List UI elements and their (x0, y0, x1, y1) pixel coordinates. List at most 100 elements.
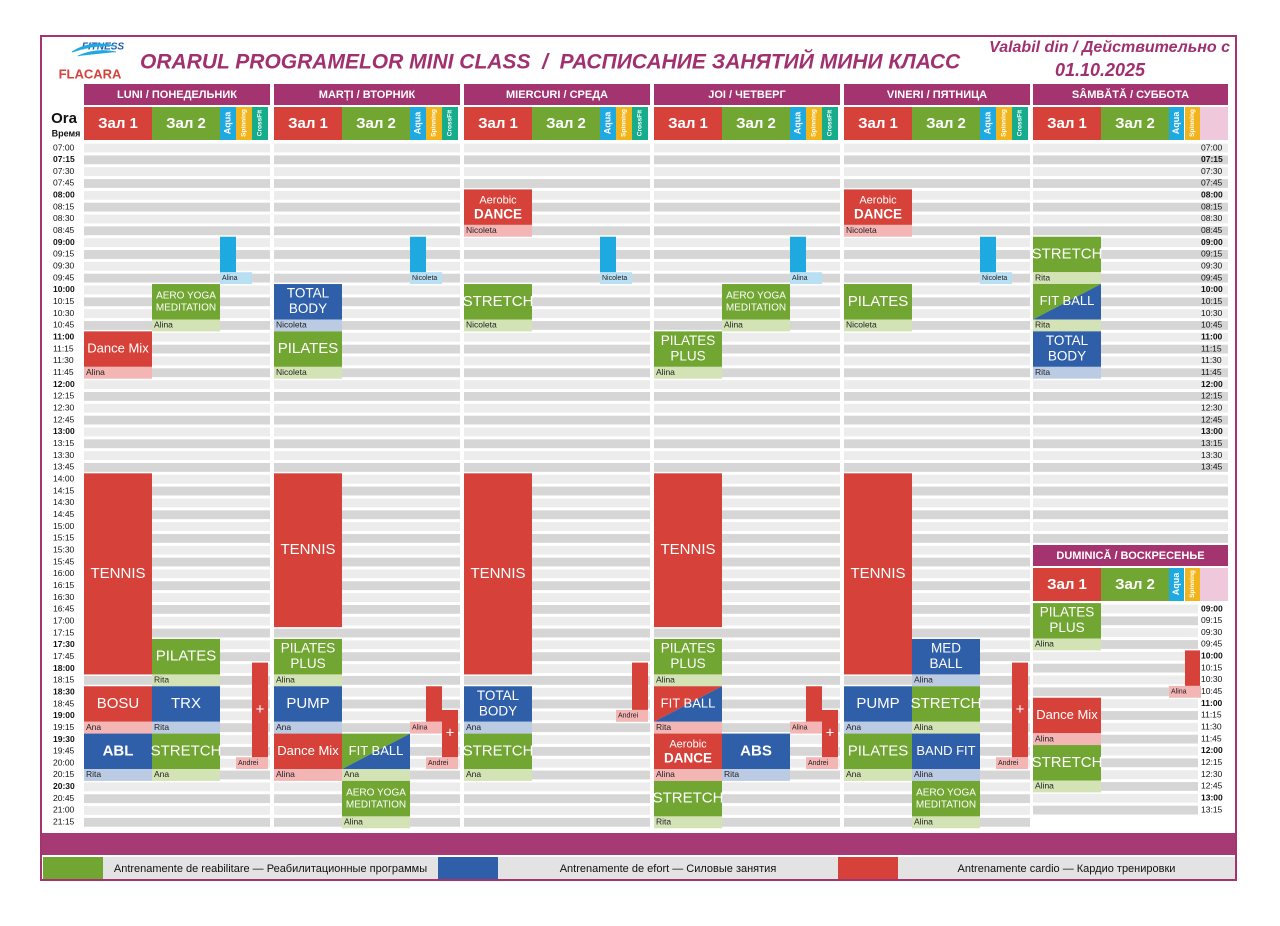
trainer-name: Nicoleta (846, 225, 877, 235)
time-label: 17:45 (53, 651, 75, 661)
row-stripe (844, 214, 1030, 224)
class-name: PILATES (1040, 605, 1095, 620)
class-block (1033, 603, 1101, 639)
row-stripe (844, 427, 1030, 437)
corner-sublabel: Время (52, 128, 81, 138)
class-name: Aerobic (479, 195, 517, 207)
row-stripe (1033, 533, 1228, 543)
trainer-name: Andrei (428, 760, 449, 767)
trainer-row (274, 319, 342, 332)
time-label: 09:30 (1201, 261, 1223, 271)
time-label: 12:30 (1201, 769, 1223, 779)
row-stripe (1033, 273, 1228, 283)
room-header (1101, 107, 1169, 140)
row-stripe (654, 261, 840, 271)
class-block (464, 189, 532, 225)
class-block (252, 662, 268, 758)
class-block (722, 284, 790, 320)
trainer-name: Alina (344, 817, 363, 827)
room-header (980, 107, 996, 140)
row-stripe (274, 581, 460, 591)
row-stripe (1033, 522, 1228, 531)
class-name: AERO YOGA (916, 787, 976, 798)
row-stripe (844, 238, 1030, 248)
time-label: 08:30 (53, 213, 75, 223)
row-stripe (274, 664, 460, 673)
trainer-row (1033, 733, 1101, 746)
day-name: MARȚI / ВТОРНИК (319, 89, 416, 101)
row-stripe (84, 439, 270, 449)
class-name: BODY (1048, 348, 1086, 363)
row-stripe (654, 368, 840, 378)
trainer-row (152, 721, 220, 734)
row-stripe (464, 179, 650, 188)
room-header (1169, 568, 1184, 601)
row-stripe (274, 640, 460, 650)
trainer-row (790, 272, 822, 285)
row-stripe (464, 616, 650, 626)
class-block (912, 780, 980, 817)
trainer-row (274, 366, 342, 379)
class-block (1012, 662, 1028, 758)
class-block (654, 638, 722, 675)
time-label: 12:15 (1201, 757, 1223, 767)
legend-bg (898, 857, 1235, 879)
row-stripe (844, 557, 1030, 567)
class-block (822, 709, 838, 758)
room-header (822, 107, 838, 140)
time-label: 10:30 (53, 308, 75, 318)
row-stripe (274, 190, 460, 200)
row-stripe (274, 510, 460, 520)
row-stripe (1033, 261, 1228, 271)
class-block (912, 638, 980, 675)
row-stripe (84, 604, 270, 614)
room-header (996, 107, 1012, 140)
trainer-row (654, 674, 722, 687)
trainer-row (1033, 366, 1101, 379)
time-label: 11:15 (53, 343, 74, 353)
time-label: 12:15 (1201, 391, 1223, 401)
row-stripe (1033, 285, 1228, 295)
row-stripe (844, 415, 1030, 425)
row-stripe (84, 451, 270, 460)
row-stripe (1033, 143, 1228, 153)
trainer-row (1033, 638, 1101, 651)
row-stripe (274, 533, 460, 543)
trainer-name: Nicoleta (466, 320, 497, 330)
trainer-row (844, 721, 912, 734)
class-block (84, 331, 152, 367)
trainer-name: Alina (792, 725, 808, 732)
time-label: 09:00 (53, 237, 75, 247)
row-stripe (654, 380, 840, 390)
time-label: 11:00 (53, 332, 75, 342)
room-name: Зал 2 (166, 115, 206, 132)
row-stripe (654, 214, 840, 224)
row-stripe (654, 687, 840, 697)
row-stripe (464, 604, 650, 614)
row-stripe (1033, 179, 1228, 188)
row-stripe (274, 604, 460, 614)
row-stripe (274, 498, 460, 508)
trainer-row (410, 721, 442, 734)
class-block (654, 733, 722, 770)
row-stripe (844, 533, 1030, 543)
time-label: 11:15 (1201, 710, 1222, 720)
trainer-name: Ana (466, 769, 481, 779)
class-name: MEDITATION (346, 799, 406, 810)
row-stripe (654, 190, 840, 200)
row-stripe (464, 664, 650, 673)
class-block (1033, 284, 1101, 320)
class-block (464, 473, 532, 675)
row-stripe (464, 297, 650, 307)
room-name: Aqua (792, 111, 802, 134)
class-block (844, 733, 912, 770)
row-stripe (464, 285, 650, 295)
row-stripe (274, 439, 460, 449)
trainer-name: Rita (154, 722, 169, 732)
row-stripe (1033, 403, 1228, 413)
row-stripe (464, 474, 650, 484)
row-stripe (84, 332, 270, 342)
row-stripe (654, 616, 840, 626)
time-label: 16:15 (53, 580, 75, 590)
row-stripe (654, 273, 840, 283)
